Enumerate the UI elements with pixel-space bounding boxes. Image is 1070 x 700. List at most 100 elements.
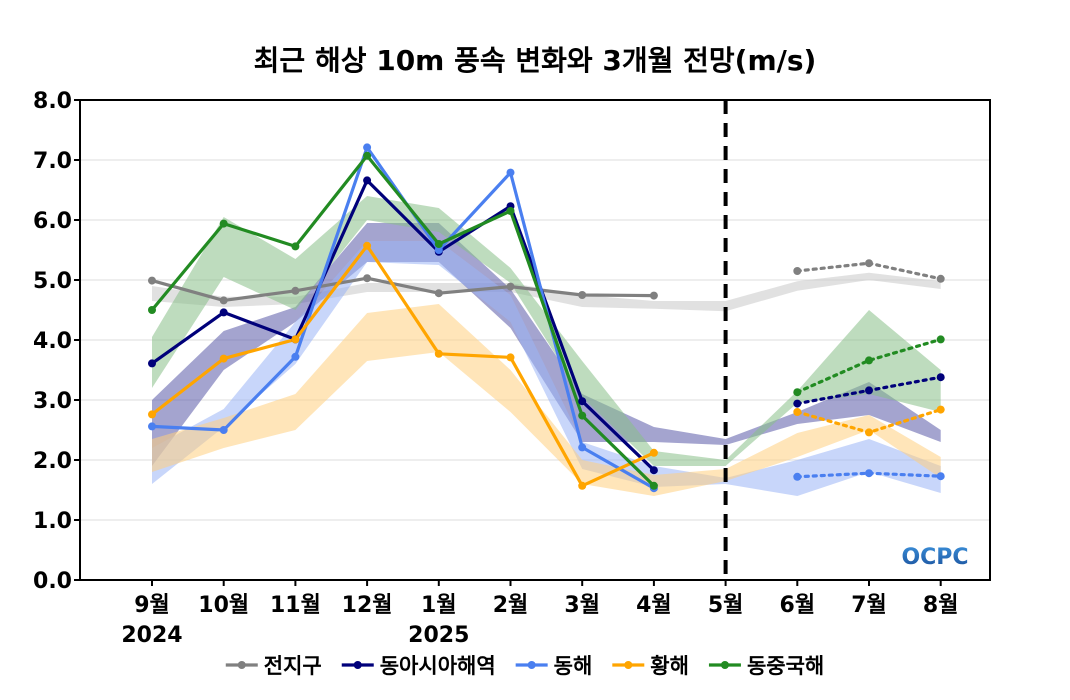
point-동아시아해역: [219, 308, 228, 317]
forecast-point-동중국해: [865, 356, 873, 365]
point-동해: [148, 422, 156, 431]
y-tick-label: 3.0: [33, 389, 72, 414]
point-동아시아해역: [578, 397, 587, 406]
x-tick-label: 12월: [342, 593, 393, 618]
point-황해: [649, 448, 658, 457]
forecast-point-동해: [936, 472, 945, 481]
x-tick-label: 3월: [564, 593, 600, 618]
point-동중국해: [649, 481, 658, 490]
point-전지구: [506, 282, 515, 291]
point-황해: [291, 335, 300, 344]
line-동중국해: [150, 154, 656, 487]
x-tick-label: 8월: [923, 593, 959, 618]
ocpc-logo: OCPC: [901, 545, 968, 570]
legend-marker-동중국해: [720, 661, 729, 669]
point-동중국해: [578, 411, 587, 420]
point-황해: [363, 241, 372, 250]
forecast-point-동아시아해역: [936, 373, 945, 382]
band-동아시아해역: [152, 223, 941, 466]
y-tick-label: 7.0: [33, 149, 72, 174]
point-동중국해: [291, 242, 300, 251]
band-황해: [152, 304, 941, 496]
legend-label-전지구: 전지구: [264, 654, 322, 678]
forecast-point-황해: [936, 405, 945, 414]
point-동중국해: [434, 240, 443, 248]
x-tick-label: 6월: [780, 593, 816, 618]
x-year-label: 2024: [121, 623, 182, 648]
point-전지구: [148, 276, 156, 285]
point-동해: [578, 443, 587, 452]
point-동아시아해역: [649, 466, 658, 475]
x-tick-label: 9월: [134, 593, 170, 618]
point-동해: [434, 246, 443, 254]
legend-label-동아시아해역: 동아시아해역: [380, 654, 496, 678]
point-전지구: [363, 274, 372, 283]
point-동중국해: [148, 306, 156, 314]
point-동중국해: [363, 151, 372, 160]
y-tick-label: 8.0: [33, 89, 72, 114]
chart-title: 최근 해상 10m 풍속 변화와 3개월 전망(m/s): [254, 44, 817, 77]
legend-label-동해: 동해: [554, 654, 593, 678]
x-tick-label: 10월: [198, 593, 249, 618]
point-동해: [291, 352, 300, 361]
point-동해: [506, 168, 515, 177]
forecast-point-동아시아해역: [865, 386, 873, 395]
y-tick-label: 0.0: [33, 569, 72, 594]
forecast-point-전지구: [865, 259, 873, 268]
y-tick-label: 4.0: [33, 329, 72, 354]
band-동해: [152, 241, 941, 496]
point-황해: [578, 481, 587, 490]
point-전지구: [291, 286, 300, 295]
point-동아시아해역: [148, 359, 156, 368]
series-points: [148, 143, 945, 493]
band-동중국해: [152, 196, 941, 466]
x-tick-label: 2월: [493, 593, 529, 618]
forecast-point-동중국해: [936, 335, 945, 344]
point-전지구: [219, 296, 228, 305]
legend-marker-동아시아해역: [353, 661, 362, 669]
point-황해: [219, 354, 228, 363]
x-tick-label: 4월: [636, 593, 672, 618]
legend-label-동중국해: 동중국해: [747, 654, 824, 678]
forecast-point-동중국해: [793, 388, 802, 397]
forecast-point-동해: [793, 472, 802, 481]
line-황해: [151, 244, 655, 488]
point-전지구: [434, 289, 443, 298]
point-동해: [363, 143, 372, 152]
legend-marker-황해: [624, 661, 633, 669]
point-전지구: [649, 291, 658, 300]
forecast-point-동아시아해역: [793, 399, 802, 408]
forecast-point-황해: [865, 428, 873, 437]
point-동아시아해역: [363, 176, 372, 185]
legend: 전지구 동아시아해역 동해 황해 동중국해: [225, 654, 824, 678]
line-전지구: [151, 276, 654, 302]
x-year-label: 2025: [408, 623, 469, 648]
ocpc-logo-text: OCPC: [901, 545, 968, 570]
x-tick-label: 7월: [851, 593, 887, 618]
y-tick-label: 1.0: [33, 509, 72, 534]
y-tick-label: 5.0: [33, 269, 72, 294]
point-황해: [148, 410, 156, 419]
point-동해: [219, 426, 228, 434]
y-axis-ticks: 0.0 1.0 2.0 3.0 4.0 5.0 6.0 7.0 8.0: [33, 89, 80, 594]
forecast-point-전지구: [793, 267, 802, 275]
legend-label-황해: 황해: [650, 654, 689, 678]
x-tick-label: 11월: [270, 593, 321, 618]
y-tick-label: 6.0: [33, 209, 72, 234]
legend-marker-전지구: [237, 661, 246, 669]
line-동아시아해역: [151, 178, 656, 472]
point-전지구: [578, 291, 587, 299]
x-tick-label: 1월: [421, 593, 457, 618]
x-tick-label: 5월: [708, 593, 744, 618]
point-동중국해: [219, 219, 228, 228]
point-동중국해: [506, 207, 515, 215]
legend-marker-동해: [527, 661, 536, 669]
forecast-point-동해: [865, 469, 873, 478]
y-tick-label: 2.0: [33, 449, 72, 474]
x-axis-ticks: 9월 10월 11월 12월 1월 2월 3월 4월 5월 6월 7월 8월 2024 2025: [121, 580, 958, 648]
forecast-point-전지구: [936, 274, 945, 283]
forecast-point-황해: [793, 408, 802, 416]
point-황해: [434, 349, 443, 358]
point-황해: [506, 353, 515, 362]
